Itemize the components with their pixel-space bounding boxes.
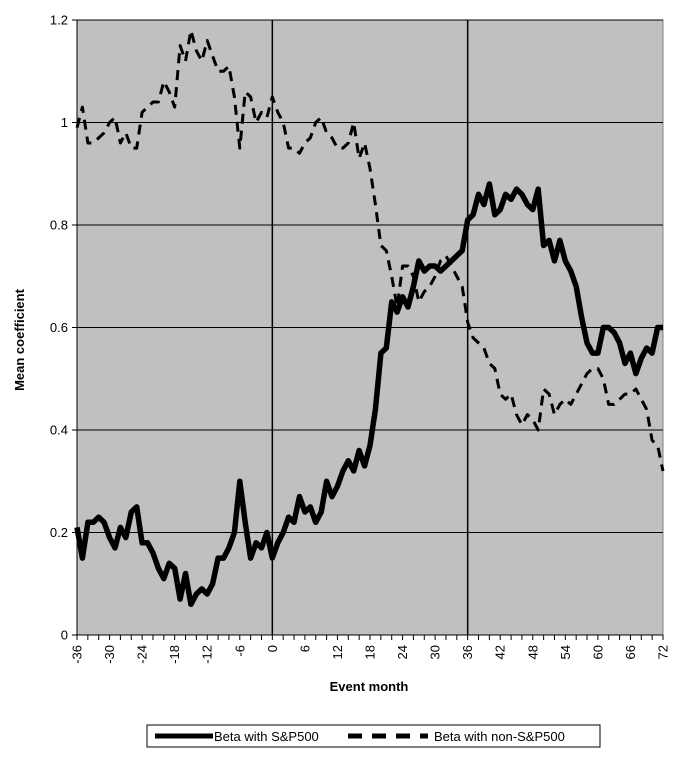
x-tick-label-14: 48 xyxy=(525,645,540,659)
series-line-0 xyxy=(74,181,663,608)
legend: Beta with S&P500 Beta with non-S&P500 xyxy=(146,724,601,748)
x-tick-label-9: 18 xyxy=(363,645,378,659)
x-tick-label-7: 6 xyxy=(297,645,312,652)
x-tick-labels: -36 -30 -24 -18 -12 -6 0 6 12 18 24 30 36 42 48 54 60 66 7… xyxy=(70,645,671,664)
y-tick-label-5: 1 xyxy=(61,115,68,130)
y-tick-label-6: 1.2 xyxy=(50,13,68,28)
x-tick-label-0: -36 xyxy=(70,645,85,664)
grid-lines xyxy=(77,19,663,533)
y-tick-label-0: 0 xyxy=(61,628,68,643)
x-tick-label-4: -12 xyxy=(200,645,215,664)
x-axis-title: Event month xyxy=(330,679,409,694)
series-line-1 xyxy=(75,28,665,472)
x-tick-label-3: -18 xyxy=(167,645,182,664)
x-tick-label-15: 54 xyxy=(558,645,573,659)
y-axis-title: Mean coefficient xyxy=(12,288,27,391)
y-tick-label-3: 0.6 xyxy=(50,320,68,335)
series-layer xyxy=(74,28,665,608)
x-tick-label-6: 0 xyxy=(265,645,280,652)
y-tick-label-2: 0.4 xyxy=(50,423,68,438)
y-tick-labels: 0 0.2 0.4 0.6 0.8 1 1.2 xyxy=(50,13,68,643)
x-tick-label-12: 36 xyxy=(460,645,475,659)
legend-label-sp500: Beta with S&P500 xyxy=(214,729,319,744)
x-tick-label-2: -24 xyxy=(135,645,150,664)
x-tick-label-5: -6 xyxy=(232,645,247,657)
x-tick-label-8: 12 xyxy=(330,645,345,659)
axes xyxy=(72,19,664,640)
x-tick-label-18: 72 xyxy=(656,645,671,659)
y-tick-label-4: 0.8 xyxy=(50,218,68,233)
legend-label-non-sp500: Beta with non-S&P500 xyxy=(434,729,565,744)
y-tick-label-1: 0.2 xyxy=(50,525,68,540)
x-tick-label-11: 30 xyxy=(428,645,443,659)
x-tick-label-16: 60 xyxy=(590,645,605,659)
x-tick-label-13: 42 xyxy=(493,645,508,659)
x-tick-label-1: -30 xyxy=(102,645,117,664)
x-tick-label-17: 66 xyxy=(623,645,638,659)
event-lines xyxy=(271,20,469,635)
x-tick-label-10: 24 xyxy=(395,645,410,659)
